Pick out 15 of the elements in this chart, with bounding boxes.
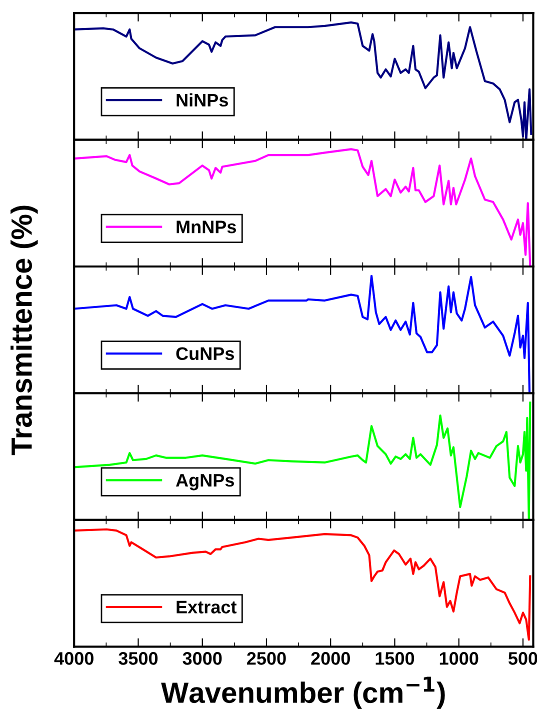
legend-label: NiNPs — [176, 93, 228, 107]
x-tick-label: 3000 — [182, 652, 222, 665]
x-tick-label: 3500 — [118, 652, 158, 665]
x-tick-label: 1500 — [376, 652, 414, 665]
x-axis-title: Wavenumber (cm$^{−1}$) — [161, 676, 445, 709]
x-tick-label: 2500 — [247, 652, 286, 665]
legend-label: MnNPs — [176, 220, 236, 234]
legend-label: AgNPs — [176, 474, 234, 490]
legend-label: Extract — [176, 600, 237, 614]
x-tick-label: 4000 — [54, 652, 94, 665]
x-tick-label: 2000 — [311, 652, 350, 665]
x-tick-label: 1000 — [440, 652, 478, 665]
x-tick-label: 500 — [508, 652, 537, 665]
legend-label: CuNPs — [176, 347, 234, 360]
y-axis-title: Transmittence (%) — [10, 206, 38, 456]
